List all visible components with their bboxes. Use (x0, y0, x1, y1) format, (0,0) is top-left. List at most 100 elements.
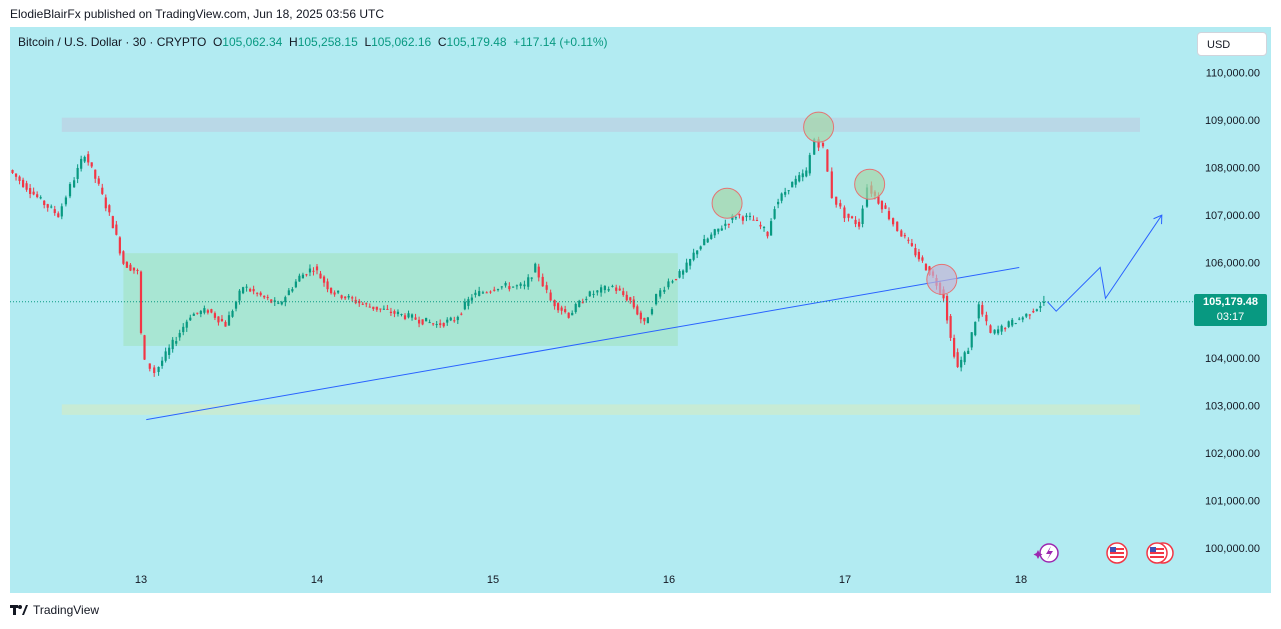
candle (481, 290, 485, 294)
candle-body (727, 223, 730, 225)
candle-body (805, 170, 808, 177)
candle (949, 313, 952, 341)
candle (625, 291, 628, 302)
candle-body (618, 288, 621, 291)
candle (794, 175, 797, 188)
footer-brand[interactable]: TradingView (33, 603, 100, 617)
candle-body (122, 251, 125, 264)
candle-body (68, 184, 72, 197)
candle (791, 181, 794, 188)
bar-countdown: 03:17 (1216, 311, 1245, 323)
candle (36, 191, 39, 199)
axis-layer: 110,000.00 109,000.00 108,000.00 107,000.00… (135, 68, 1260, 587)
candle-body (46, 204, 49, 208)
candle-body (43, 200, 46, 206)
candle-body (989, 325, 992, 333)
candle-body (414, 317, 417, 320)
candle (974, 321, 977, 337)
candle (111, 215, 114, 229)
candle-body (588, 291, 591, 297)
candle (463, 298, 466, 311)
candle (372, 306, 375, 311)
candle (199, 309, 202, 318)
publication-header: ElodieBlairFx published on TradingView.c… (10, 7, 384, 21)
candle (118, 236, 121, 256)
symbol-name[interactable]: Bitcoin / U.S. Dollar · 30 · CRYPTO (18, 35, 207, 49)
candle (396, 309, 400, 317)
candle-body (699, 246, 702, 250)
candle-body (571, 312, 574, 316)
candle-body (791, 181, 794, 188)
candle (407, 310, 410, 319)
us-economic-event-icon[interactable] (1106, 542, 1128, 564)
candle (907, 237, 910, 244)
candle (615, 284, 618, 294)
candle (1039, 302, 1042, 312)
candle-body (907, 239, 910, 241)
candle-body (914, 248, 917, 256)
candle-body (667, 281, 670, 288)
candle-body (496, 289, 500, 291)
candle-body (835, 196, 838, 205)
candle (636, 304, 639, 316)
candle (646, 316, 649, 324)
ideas-icon[interactable] (1033, 543, 1059, 563)
candle (835, 196, 838, 208)
candle (305, 273, 308, 277)
candle (880, 200, 884, 213)
candle-body (500, 286, 503, 288)
candle-body (615, 287, 618, 291)
events-layer[interactable] (1033, 542, 1174, 564)
candle (545, 281, 548, 294)
candle (977, 301, 980, 322)
candle (485, 291, 488, 294)
x-axis-tick-label: 14 (311, 574, 323, 586)
candle (527, 274, 530, 290)
candle (632, 296, 635, 310)
candle-body (1042, 301, 1045, 303)
candle-body (581, 302, 584, 304)
candle-body (73, 180, 76, 188)
candle (1011, 317, 1014, 328)
candle (1007, 320, 1010, 329)
candle-body (654, 294, 658, 305)
candle-body (1004, 328, 1007, 330)
candle-body (734, 217, 737, 219)
candle-body (273, 300, 276, 303)
candle (910, 238, 913, 247)
candle-body (417, 319, 421, 324)
candle (603, 285, 606, 294)
candle (153, 365, 156, 377)
candle-body (784, 191, 787, 195)
candle (21, 177, 25, 188)
candle (847, 213, 850, 222)
candle-body (168, 347, 171, 355)
candle (68, 182, 72, 199)
candle-body (710, 234, 713, 239)
candle (280, 300, 283, 306)
candle (489, 290, 492, 294)
currency-button[interactable]: USD (1197, 32, 1267, 56)
candle (312, 267, 315, 276)
candle-body (622, 291, 625, 295)
candle-body (227, 315, 231, 326)
candle-body (125, 261, 129, 268)
candle (108, 204, 111, 216)
candle-body (977, 304, 980, 319)
us-economic-event-icon[interactable] (1146, 542, 1174, 564)
candle-body (178, 332, 181, 338)
candle (94, 169, 97, 183)
candle-body (636, 306, 639, 315)
candle (449, 316, 452, 322)
candle-body (578, 300, 581, 307)
candle-body (530, 277, 533, 279)
candle (315, 264, 319, 275)
change-value: +117.14 (+0.11%) (513, 35, 608, 49)
candle (588, 290, 591, 297)
candle (1032, 308, 1035, 314)
candle-body (60, 206, 63, 217)
candle (403, 313, 407, 321)
candle-body (18, 176, 21, 181)
candle-body (643, 317, 646, 322)
candle (903, 232, 906, 239)
